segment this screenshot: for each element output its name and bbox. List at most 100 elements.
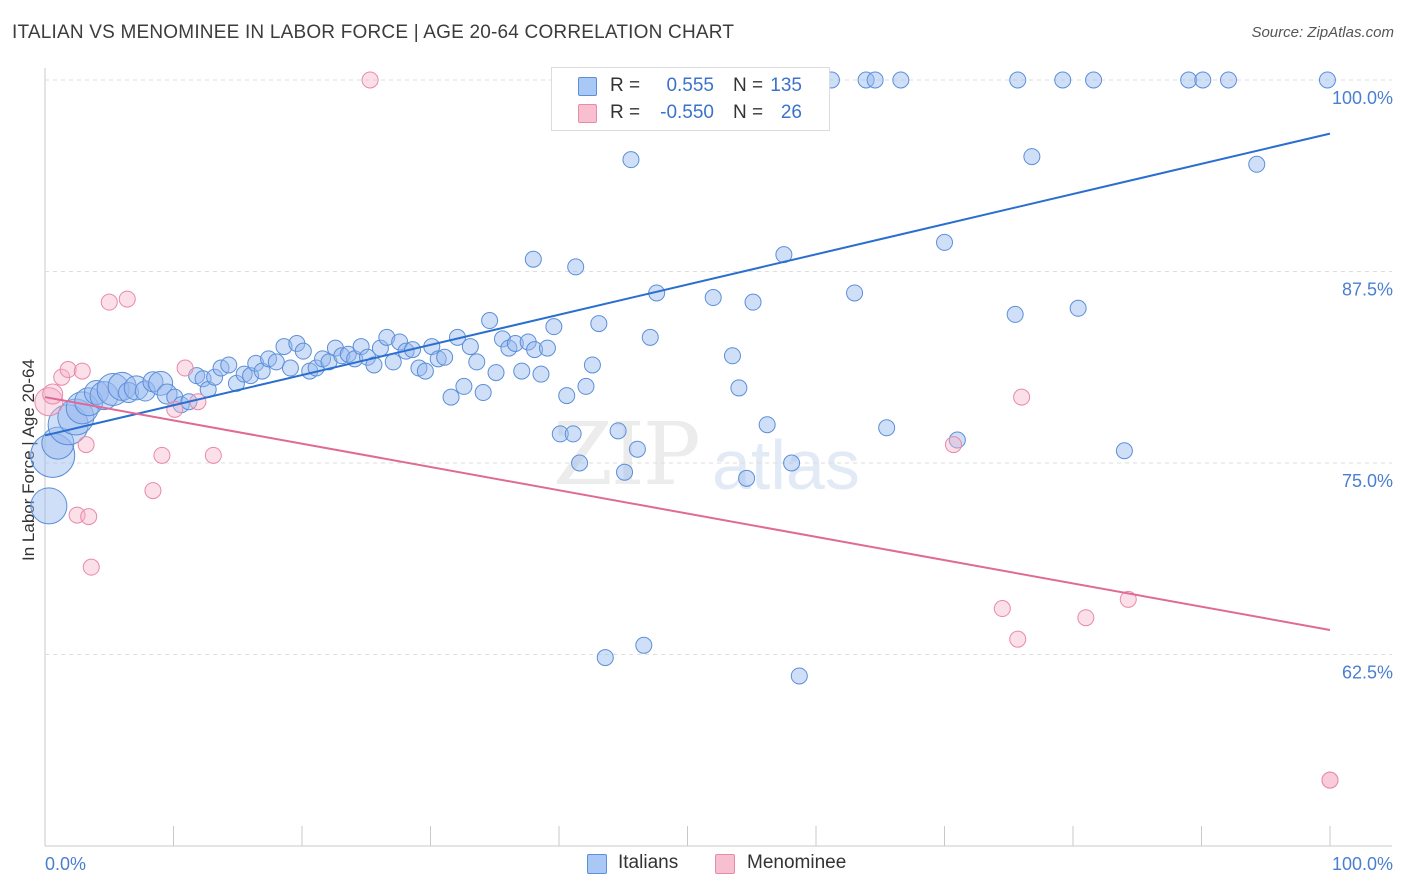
menominee-point: [153, 446, 171, 464]
italians-point: [704, 289, 722, 307]
legend-label-menominee: Menominee: [747, 852, 847, 873]
italians-point: [506, 335, 524, 353]
menominee-point: [993, 600, 1011, 618]
legend-n-label: N =: [733, 102, 764, 123]
menominee-point: [77, 436, 95, 454]
menominee-point: [144, 482, 162, 500]
italians-point: [294, 342, 312, 360]
chart-source: Source: ZipAtlas.com: [1251, 24, 1394, 41]
italians-point: [866, 71, 884, 89]
italians-point: [134, 380, 156, 402]
italians-point: [622, 151, 640, 169]
italians-point: [1115, 442, 1133, 460]
italians-point: [235, 365, 253, 383]
italians-point: [96, 372, 130, 406]
italians-point: [142, 371, 164, 393]
y-tick-label: 87.5%: [1342, 280, 1393, 300]
italians-point: [577, 377, 595, 395]
legend-swatch-italians: [587, 854, 607, 874]
italians-point: [538, 339, 556, 357]
italians-point: [783, 454, 801, 472]
italians-point: [596, 649, 614, 667]
italians-point: [442, 388, 460, 406]
italians-point: [220, 356, 238, 374]
italians-point: [487, 364, 505, 382]
italians-point: [206, 368, 224, 386]
menominee-point: [100, 293, 118, 311]
italians-point: [118, 382, 140, 404]
italians-point: [567, 258, 585, 276]
italians-point: [892, 71, 910, 89]
legend-r-value: -0.550: [660, 102, 714, 123]
stats-legend: R = 0.555 N = 135 R = -0.550 N = 26: [551, 67, 830, 131]
legend-r-value: 0.555: [666, 75, 714, 96]
italians-point: [609, 422, 627, 440]
menominee-point: [118, 290, 136, 308]
italians-point: [590, 315, 608, 333]
menominee-point: [1009, 630, 1027, 648]
legend-row-menominee: R = -0.550 N = 26: [552, 101, 829, 127]
legend-n-value: 26: [780, 102, 802, 123]
italians-point: [1085, 71, 1103, 89]
italians-point: [513, 362, 531, 380]
italians-point: [1006, 305, 1024, 323]
menominee-point: [42, 383, 64, 405]
italians-point: [564, 425, 582, 443]
italians-point: [558, 387, 576, 405]
italians-point: [758, 416, 776, 434]
italians-point: [616, 463, 634, 481]
italians-point: [1194, 71, 1212, 89]
menominee-point: [34, 387, 64, 417]
italians-point: [532, 365, 550, 383]
italians-point: [551, 425, 569, 443]
italians-point: [1023, 148, 1041, 166]
menominee-point: [1013, 388, 1031, 406]
y-tick-label: 75.0%: [1342, 471, 1393, 491]
legend-label-italians: Italians: [618, 852, 679, 873]
italians-point: [1069, 299, 1087, 317]
italians-point: [429, 350, 447, 368]
italians-point: [744, 293, 762, 311]
italians-point: [416, 362, 434, 380]
menominee-point: [59, 361, 77, 379]
italians-point: [365, 356, 383, 374]
italians-point: [936, 233, 953, 251]
italians-point: [333, 347, 351, 365]
italians-point: [30, 487, 68, 525]
italians-point: [281, 359, 299, 377]
italians-point: [1219, 71, 1237, 89]
watermark-atlas: atlas: [712, 426, 860, 504]
italians-point: [526, 341, 544, 359]
menominee-point: [1321, 771, 1339, 789]
menominee-point: [73, 362, 91, 380]
legend-swatch-menominee: [578, 104, 597, 123]
italians-point: [461, 338, 479, 356]
italians-point: [524, 250, 542, 268]
italians-point: [641, 328, 659, 346]
chart-title: ITALIAN VS MENOMINEE IN LABOR FORCE | AG…: [12, 22, 735, 43]
italians-point: [1318, 71, 1336, 89]
menominee-point: [80, 508, 98, 526]
italians-point: [1054, 71, 1072, 89]
legend-n-label: N =: [733, 75, 764, 96]
italians-point: [481, 312, 499, 330]
x-tick-label: 0.0%: [45, 854, 86, 874]
italians-point: [455, 377, 473, 395]
italians-point: [352, 338, 370, 356]
italians-trend-line: [44, 132, 1331, 437]
italians-point: [275, 338, 293, 356]
italians-point: [846, 284, 864, 302]
menominee-point: [176, 359, 194, 377]
italians-point: [468, 353, 486, 371]
italians-point: [378, 328, 396, 346]
menominee-point: [361, 71, 379, 89]
italians-point: [723, 347, 741, 365]
italians-point: [267, 353, 285, 371]
legend-n-value: 135: [770, 75, 802, 96]
y-tick-label: 100.0%: [1332, 88, 1393, 108]
italians-point: [436, 348, 454, 366]
italians-point: [878, 419, 896, 437]
italians-point: [635, 636, 653, 654]
italians-point: [474, 384, 492, 402]
